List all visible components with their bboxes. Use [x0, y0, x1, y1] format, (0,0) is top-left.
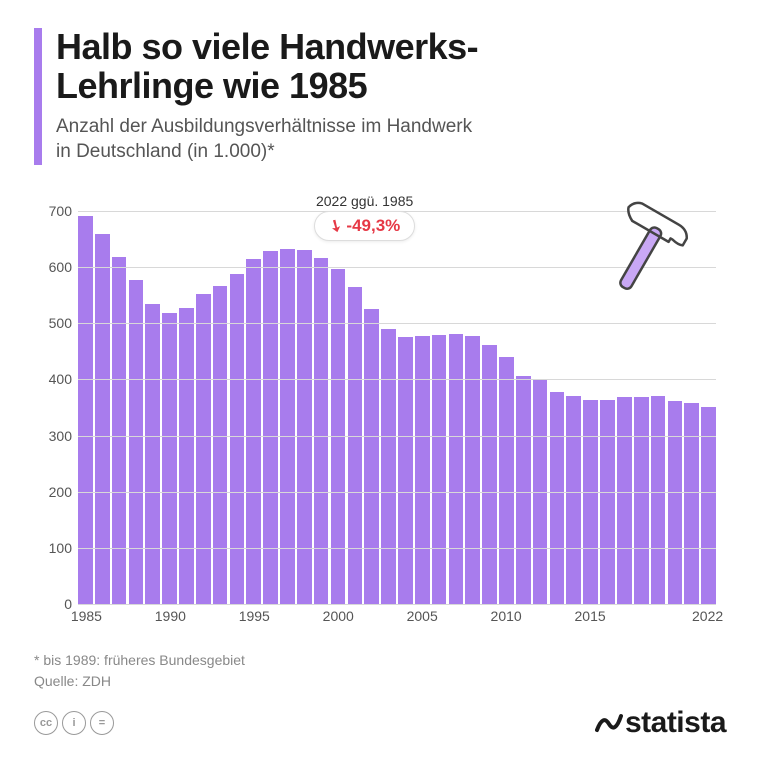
bar [179, 308, 194, 604]
bar [364, 309, 379, 604]
bar [550, 392, 565, 604]
bar [684, 403, 699, 604]
bar [213, 286, 228, 604]
badge-value: -49,3% [346, 216, 400, 236]
bar [162, 313, 177, 604]
nd-icon: = [90, 711, 114, 735]
title-line2: Lehrlinge wie 1985 [56, 65, 367, 106]
bar [381, 329, 396, 604]
badge-pill: ➘ -49,3% [314, 211, 415, 241]
change-badge: 2022 ggü. 1985 ➘ -49,3% [314, 193, 415, 241]
gridline [78, 323, 716, 324]
bar [499, 357, 514, 604]
x-axis-label: 2015 [575, 608, 606, 624]
gridline [78, 379, 716, 380]
y-axis-label: 100 [34, 540, 72, 556]
x-axis-label: 1995 [239, 608, 270, 624]
bar [280, 249, 295, 604]
bar [348, 287, 363, 604]
gridline [78, 548, 716, 549]
y-axis-label: 600 [34, 259, 72, 275]
bar [112, 257, 127, 604]
bar [78, 216, 93, 604]
bar [583, 400, 598, 604]
x-axis-label: 2005 [407, 608, 438, 624]
x-axis-label: 2022 [692, 608, 723, 624]
gridline [78, 604, 716, 605]
subtitle-line2: in Deutschland (in 1.000)* [56, 141, 275, 162]
bar [432, 335, 447, 604]
y-axis-label: 0 [34, 596, 72, 612]
chart-header: Halb so viele Handwerks- Lehrlinge wie 1… [34, 28, 726, 165]
arrow-down-icon: ➘ [325, 214, 347, 238]
bar [516, 376, 531, 604]
bar [651, 396, 666, 604]
bar [465, 336, 480, 604]
bar [415, 336, 430, 604]
x-axis-label: 1985 [71, 608, 102, 624]
bar [617, 397, 632, 604]
bar [668, 401, 683, 604]
bar [129, 280, 144, 604]
y-axis-label: 700 [34, 203, 72, 219]
brand-wave-icon [595, 712, 623, 734]
bar [398, 337, 413, 604]
bar [331, 269, 346, 604]
cc-icon: cc [34, 711, 58, 735]
x-axis-label: 2010 [491, 608, 522, 624]
y-axis-label: 500 [34, 315, 72, 331]
gridline [78, 436, 716, 437]
bar [297, 250, 312, 604]
footnote: * bis 1989: früheres Bundesgebiet Quelle… [34, 650, 726, 692]
license-icons: cc i = [34, 711, 114, 735]
x-axis-label: 2000 [323, 608, 354, 624]
y-axis-label: 200 [34, 484, 72, 500]
bar [566, 396, 581, 604]
bar [246, 259, 261, 604]
footer: cc i = statista [34, 706, 726, 740]
bar [482, 345, 497, 604]
bar [600, 400, 615, 604]
brand-text: statista [625, 706, 726, 740]
x-axis-labels: 19851990199520002005201020152022 [78, 608, 716, 626]
badge-label: 2022 ggü. 1985 [314, 193, 415, 209]
y-axis-label: 300 [34, 428, 72, 444]
accent-bar [34, 28, 42, 165]
brand-logo: statista [595, 706, 726, 740]
y-axis-label: 400 [34, 371, 72, 387]
bar [145, 304, 160, 604]
hammer-icon [586, 185, 706, 305]
bar [449, 334, 464, 604]
gridline [78, 492, 716, 493]
chart-subtitle: Anzahl der Ausbildungsverhältnisse im Ha… [56, 114, 726, 165]
by-icon: i [62, 711, 86, 735]
bar [314, 258, 329, 604]
subtitle-line1: Anzahl der Ausbildungsverhältnisse im Ha… [56, 116, 472, 137]
bar [263, 251, 278, 604]
footnote-line2: Quelle: ZDH [34, 673, 111, 689]
title-line1: Halb so viele Handwerks- [56, 26, 478, 67]
bar [634, 397, 649, 604]
chart-title: Halb so viele Handwerks- Lehrlinge wie 1… [56, 28, 726, 106]
bar [196, 294, 211, 604]
x-axis-label: 1990 [155, 608, 186, 624]
footnote-line1: * bis 1989: früheres Bundesgebiet [34, 652, 245, 668]
chart-area: 2022 ggü. 1985 ➘ -49,3% 0 100 200 300 400 500… [34, 191, 726, 644]
